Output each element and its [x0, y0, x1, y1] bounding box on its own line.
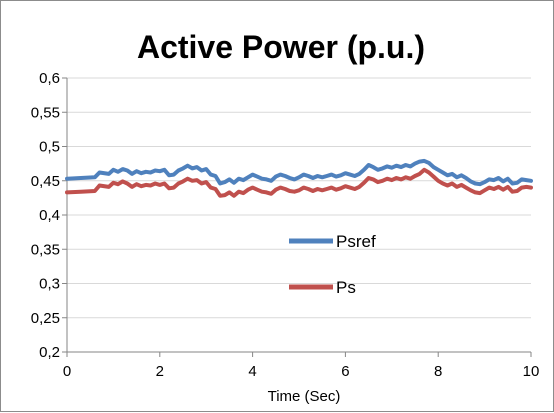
series-lines: [65, 158, 533, 198]
y-tick-label: 0,3: [39, 276, 60, 293]
chart-title: Active Power (p.u.): [137, 29, 425, 65]
series-line-ps: [65, 167, 533, 198]
x-tick-label: 10: [523, 363, 540, 380]
grid-lines: [62, 77, 531, 353]
y-tick-label: 0,25: [31, 310, 60, 327]
x-tick-label: 0: [63, 363, 71, 380]
legend-label-ps: Ps: [336, 278, 356, 297]
y-tick-label: 0,2: [39, 344, 60, 361]
x-tick-label: 2: [156, 363, 164, 380]
x-tick-label: 4: [248, 363, 256, 380]
y-tick-label: 0,55: [31, 104, 60, 121]
legend-label-psref: Psref: [336, 232, 376, 251]
series-line-psref: [65, 158, 533, 187]
x-tick-labels: 0 2 4 6 8 10: [63, 352, 540, 380]
x-tick-label: 6: [341, 363, 349, 380]
legend: Psref Ps: [289, 232, 376, 297]
x-tick-label: 8: [434, 363, 442, 380]
y-tick-labels: 0,2 0,25 0,3 0,35 0,4 0,45 0,5 0,55 0,6: [31, 70, 60, 361]
x-axis-title: Time (Sec): [268, 388, 341, 405]
y-tick-label: 0,5: [39, 139, 60, 156]
y-tick-label: 0,35: [31, 241, 60, 258]
y-tick-label: 0,45: [31, 173, 60, 190]
y-tick-label: 0,6: [39, 70, 60, 87]
y-tick-label: 0,4: [39, 207, 60, 224]
axes: [66, 78, 531, 353]
